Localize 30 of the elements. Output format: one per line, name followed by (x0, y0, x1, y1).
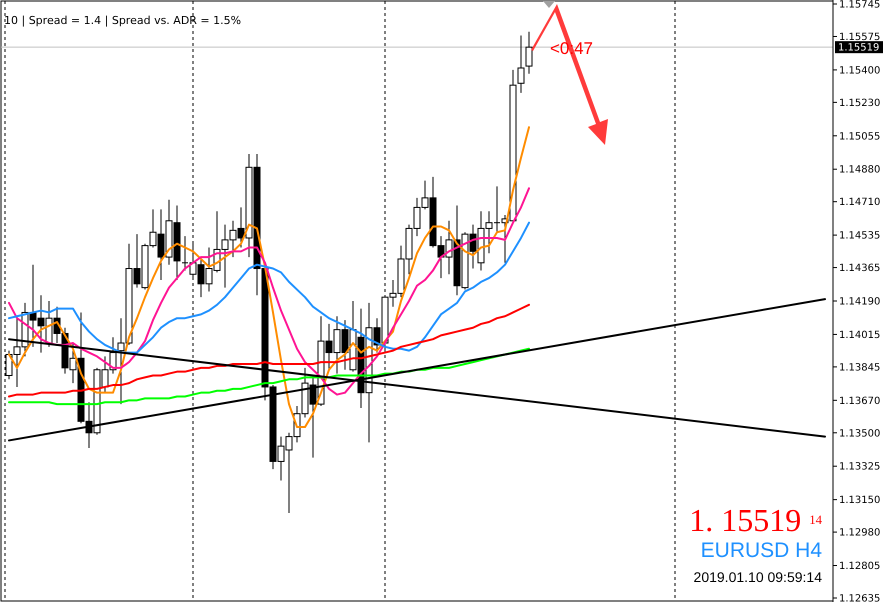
y-tick-label: 1.13325 (839, 462, 880, 473)
y-tick-label: 1.14365 (839, 263, 880, 274)
y-tick-label: 1.12805 (839, 561, 880, 572)
annotation: 10 | Spread = 1.4 | Spread vs. ADR = 1.5% (4, 14, 242, 27)
line-series (8, 348, 530, 406)
y-tick-label: 1.15575 (839, 32, 880, 43)
candlestick (518, 35, 524, 94)
y-tick-label: 1.12980 (839, 528, 880, 539)
line-series (8, 304, 530, 398)
y-tick-label: 1.15055 (839, 131, 880, 142)
y-tick-label: 1.15230 (839, 98, 880, 109)
y-tick-label: 1.14710 (839, 197, 880, 208)
line-series (8, 187, 530, 396)
y-tick-label: 1.12635 (839, 593, 880, 602)
y-tick-label: 1.15400 (839, 65, 880, 76)
y-tick-label: 1.13500 (839, 428, 880, 440)
y-tick-label: 1.15745 (839, 0, 880, 11)
y-tick-label: 1.14015 (839, 330, 880, 341)
y-tick-label: 1.13845 (839, 362, 880, 374)
line-series (8, 222, 530, 354)
annotation: 1. 15519 $^{14}$ (689, 502, 823, 538)
ref-line-label: 1.15519 (838, 42, 880, 54)
y-tick-label: 1.14190 (839, 296, 880, 308)
y-tick-label: 1.14880 (839, 164, 880, 176)
annotation: 2019.01.10 09:59:14 (694, 569, 822, 585)
y-tick-label: 1.13150 (839, 495, 880, 506)
annotation: EURUSD H4 (700, 539, 822, 562)
y-tick-label: 1.13670 (839, 396, 880, 407)
y-tick-label: 1.14535 (839, 230, 880, 242)
candlestick (526, 31, 532, 74)
